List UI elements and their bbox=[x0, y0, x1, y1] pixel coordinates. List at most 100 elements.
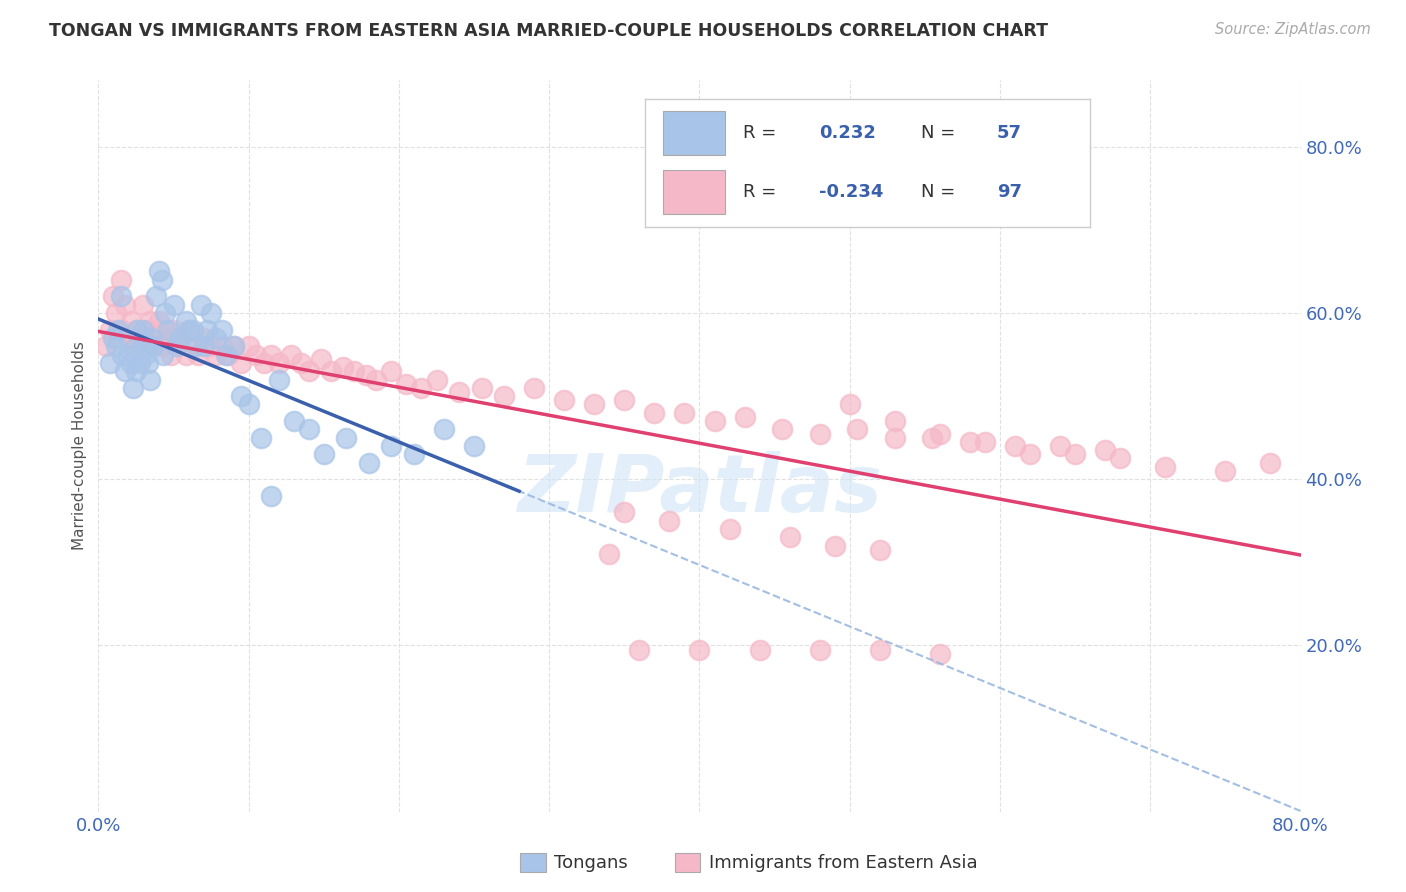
Point bbox=[253, 356, 276, 370]
Point bbox=[190, 298, 212, 312]
Point bbox=[395, 376, 418, 391]
Point bbox=[598, 547, 620, 561]
Point bbox=[343, 364, 366, 378]
Point bbox=[135, 339, 157, 353]
Point bbox=[366, 372, 388, 386]
Point bbox=[1154, 459, 1177, 474]
Point bbox=[718, 522, 741, 536]
Text: Tongans: Tongans bbox=[554, 854, 627, 871]
Point bbox=[779, 530, 801, 544]
Text: Immigrants from Eastern Asia: Immigrants from Eastern Asia bbox=[709, 854, 977, 871]
Point bbox=[174, 347, 197, 362]
Point bbox=[162, 323, 184, 337]
Point bbox=[114, 364, 136, 378]
Point bbox=[138, 372, 160, 386]
Point bbox=[200, 306, 222, 320]
Point bbox=[195, 323, 218, 337]
Point bbox=[159, 347, 181, 362]
Point bbox=[267, 356, 290, 370]
Point bbox=[658, 514, 681, 528]
Point bbox=[1094, 443, 1116, 458]
Point bbox=[1215, 464, 1237, 478]
Point bbox=[238, 397, 260, 411]
Point bbox=[335, 431, 357, 445]
Point bbox=[204, 347, 226, 362]
Point bbox=[124, 339, 146, 353]
Point bbox=[433, 422, 456, 436]
Point bbox=[298, 422, 321, 436]
Point bbox=[170, 331, 193, 345]
Point bbox=[309, 351, 332, 366]
Point bbox=[103, 289, 125, 303]
Point bbox=[770, 422, 793, 436]
Point bbox=[153, 306, 176, 320]
Point bbox=[245, 347, 267, 362]
Point bbox=[215, 347, 238, 362]
Point bbox=[824, 539, 846, 553]
Point bbox=[583, 397, 606, 411]
Point bbox=[125, 364, 148, 378]
Point bbox=[929, 647, 952, 661]
Point bbox=[122, 381, 145, 395]
Point bbox=[357, 456, 380, 470]
Point bbox=[380, 439, 402, 453]
Point bbox=[1004, 439, 1026, 453]
Point bbox=[110, 273, 132, 287]
Point bbox=[1064, 447, 1087, 461]
Point bbox=[187, 347, 209, 362]
Point bbox=[132, 339, 155, 353]
Point bbox=[105, 306, 128, 320]
Point bbox=[974, 434, 997, 449]
Point bbox=[181, 339, 204, 353]
Point bbox=[193, 331, 215, 345]
Point bbox=[132, 298, 155, 312]
Point bbox=[380, 364, 402, 378]
Point bbox=[883, 414, 905, 428]
Point bbox=[145, 289, 167, 303]
Point bbox=[174, 314, 197, 328]
Point bbox=[162, 298, 184, 312]
Text: TONGAN VS IMMIGRANTS FROM EASTERN ASIA MARRIED-COUPLE HOUSEHOLDS CORRELATION CHA: TONGAN VS IMMIGRANTS FROM EASTERN ASIA M… bbox=[49, 22, 1049, 40]
Point bbox=[283, 414, 305, 428]
Point bbox=[298, 364, 321, 378]
Point bbox=[869, 642, 891, 657]
Point bbox=[447, 384, 470, 399]
Point bbox=[267, 372, 290, 386]
Point bbox=[494, 389, 516, 403]
Point bbox=[148, 314, 170, 328]
Point bbox=[193, 339, 215, 353]
Point bbox=[354, 368, 377, 383]
Point bbox=[177, 323, 200, 337]
Point bbox=[141, 339, 163, 353]
Point bbox=[959, 434, 981, 449]
Text: ZIPatlas: ZIPatlas bbox=[517, 450, 882, 529]
Point bbox=[290, 356, 312, 370]
Point bbox=[211, 339, 233, 353]
Point bbox=[883, 431, 905, 445]
Point bbox=[105, 339, 128, 353]
Point bbox=[150, 273, 173, 287]
Point bbox=[808, 426, 831, 441]
Point bbox=[181, 323, 204, 337]
Point bbox=[111, 323, 134, 337]
Point bbox=[141, 339, 163, 353]
Point bbox=[523, 381, 546, 395]
Point bbox=[148, 264, 170, 278]
Point bbox=[1109, 451, 1132, 466]
Point bbox=[125, 339, 148, 353]
Point bbox=[613, 506, 636, 520]
Point bbox=[929, 426, 952, 441]
Point bbox=[94, 339, 117, 353]
Point bbox=[402, 447, 425, 461]
Point bbox=[312, 447, 335, 461]
Point bbox=[1049, 439, 1071, 453]
Point bbox=[748, 642, 770, 657]
Point bbox=[153, 323, 176, 337]
Point bbox=[152, 347, 174, 362]
Point bbox=[231, 389, 253, 403]
Point bbox=[111, 347, 134, 362]
Point bbox=[145, 331, 167, 345]
Y-axis label: Married-couple Households: Married-couple Households bbox=[72, 342, 87, 550]
Point bbox=[100, 356, 122, 370]
Point bbox=[734, 409, 756, 424]
